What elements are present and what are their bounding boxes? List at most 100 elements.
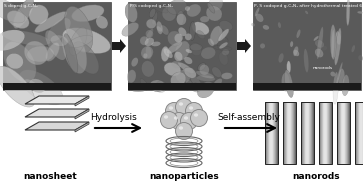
Bar xyxy=(282,102,283,164)
Ellipse shape xyxy=(213,79,222,87)
Ellipse shape xyxy=(217,38,228,49)
Ellipse shape xyxy=(62,29,87,73)
Bar xyxy=(344,102,345,164)
Bar xyxy=(290,102,291,164)
Ellipse shape xyxy=(342,75,349,96)
Bar xyxy=(270,102,271,164)
Bar xyxy=(340,102,341,164)
Circle shape xyxy=(166,102,183,119)
Ellipse shape xyxy=(96,16,108,29)
Text: Self-assembly: Self-assembly xyxy=(217,113,281,122)
Ellipse shape xyxy=(219,21,233,31)
Ellipse shape xyxy=(219,52,228,65)
Ellipse shape xyxy=(210,26,222,45)
Ellipse shape xyxy=(206,6,222,21)
Polygon shape xyxy=(25,109,89,117)
Text: nanorods: nanorods xyxy=(313,66,333,70)
Bar xyxy=(318,102,319,164)
Ellipse shape xyxy=(196,71,214,78)
Bar xyxy=(269,102,270,164)
Ellipse shape xyxy=(146,19,156,29)
Ellipse shape xyxy=(64,34,78,73)
Ellipse shape xyxy=(0,66,35,107)
Ellipse shape xyxy=(190,74,201,88)
Ellipse shape xyxy=(171,72,186,87)
Bar xyxy=(355,102,363,164)
Bar xyxy=(308,102,309,164)
Ellipse shape xyxy=(45,30,66,60)
Bar xyxy=(346,102,347,164)
Bar xyxy=(360,102,361,164)
Ellipse shape xyxy=(222,49,229,55)
Bar xyxy=(339,102,340,164)
Bar xyxy=(287,102,288,164)
Bar xyxy=(274,102,275,164)
Bar xyxy=(321,102,322,164)
Bar xyxy=(253,2,361,90)
Polygon shape xyxy=(25,122,89,130)
Bar xyxy=(292,102,293,164)
Ellipse shape xyxy=(251,23,255,26)
Bar xyxy=(345,102,346,164)
Ellipse shape xyxy=(218,29,229,41)
Ellipse shape xyxy=(131,85,150,92)
Bar xyxy=(358,102,359,164)
Bar xyxy=(288,102,289,164)
Bar xyxy=(321,102,322,164)
Bar xyxy=(265,102,266,164)
Ellipse shape xyxy=(143,53,147,59)
Ellipse shape xyxy=(122,22,139,36)
Ellipse shape xyxy=(185,6,190,11)
Bar xyxy=(265,102,266,164)
Ellipse shape xyxy=(287,61,291,73)
Ellipse shape xyxy=(140,36,148,45)
Ellipse shape xyxy=(317,27,323,59)
Ellipse shape xyxy=(177,11,184,26)
Bar xyxy=(327,102,328,164)
Ellipse shape xyxy=(207,3,215,13)
Text: nanorods: nanorods xyxy=(292,172,340,181)
Ellipse shape xyxy=(357,11,363,14)
Bar xyxy=(283,102,284,164)
Ellipse shape xyxy=(346,0,350,26)
Bar xyxy=(289,102,290,164)
Bar xyxy=(275,102,276,164)
Ellipse shape xyxy=(29,5,48,25)
Ellipse shape xyxy=(333,72,338,104)
Ellipse shape xyxy=(330,25,336,60)
Bar xyxy=(272,102,273,164)
Bar xyxy=(3,83,111,90)
Ellipse shape xyxy=(164,63,181,76)
Bar xyxy=(323,102,324,164)
Ellipse shape xyxy=(63,28,110,53)
Bar xyxy=(294,102,295,164)
Bar xyxy=(290,102,291,164)
Bar xyxy=(267,102,268,164)
Bar xyxy=(266,102,267,164)
Bar xyxy=(329,102,330,164)
Bar xyxy=(319,102,320,164)
Bar xyxy=(327,102,328,164)
Bar xyxy=(324,102,325,164)
Ellipse shape xyxy=(6,54,23,69)
Ellipse shape xyxy=(13,0,34,28)
Bar xyxy=(277,102,278,164)
Ellipse shape xyxy=(175,34,183,42)
Bar xyxy=(338,102,339,164)
Bar xyxy=(326,102,327,164)
Ellipse shape xyxy=(131,58,138,67)
Ellipse shape xyxy=(169,106,173,110)
Bar xyxy=(295,102,296,164)
Ellipse shape xyxy=(65,6,93,53)
Bar xyxy=(289,102,290,164)
Ellipse shape xyxy=(24,79,38,90)
Text: S doped g-C₃N₄: S doped g-C₃N₄ xyxy=(4,4,38,8)
Ellipse shape xyxy=(24,41,48,65)
Ellipse shape xyxy=(255,8,260,16)
Bar xyxy=(276,102,277,164)
Ellipse shape xyxy=(256,14,264,22)
Ellipse shape xyxy=(200,65,209,75)
Ellipse shape xyxy=(338,68,345,86)
Bar xyxy=(271,102,272,164)
FancyArrow shape xyxy=(112,39,126,53)
